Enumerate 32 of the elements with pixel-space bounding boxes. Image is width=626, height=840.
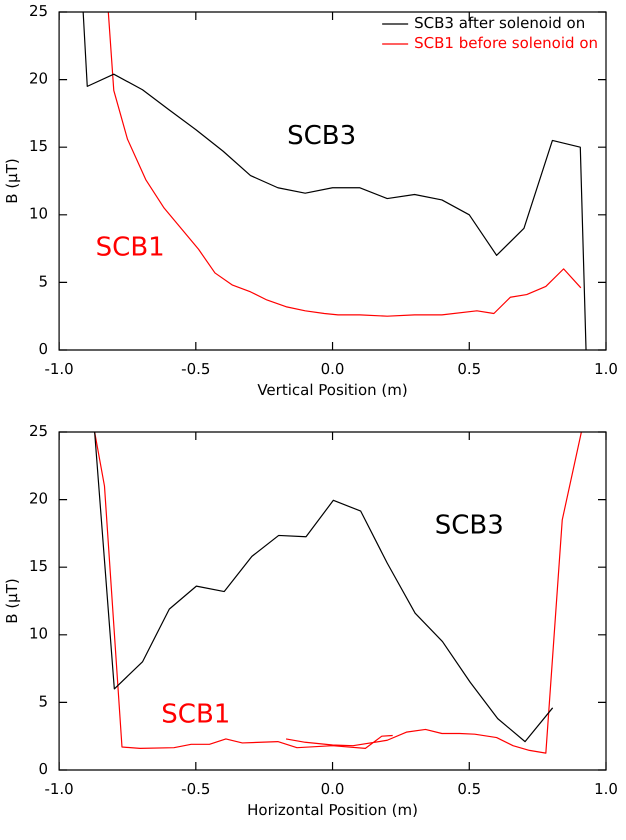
x-tick-label: 1.0	[594, 780, 618, 798]
y-tick-label: 0	[38, 760, 48, 778]
x-tick-label: 1.0	[594, 360, 618, 378]
annotation: SCB1	[96, 232, 165, 262]
x-axis-title: Horizontal Position (m)	[247, 800, 418, 819]
x-tick-label: -1.0	[44, 360, 74, 378]
y-tick-label: 15	[28, 557, 48, 576]
y-tick-label: 15	[28, 137, 48, 156]
x-tick-label: 0.0	[320, 360, 344, 378]
x-axis-title: Vertical Position (m)	[257, 380, 408, 399]
y-tick-label: 10	[28, 204, 48, 223]
y-tick-label: 25	[28, 422, 48, 440]
y-axis-title: B (μT)	[2, 158, 21, 204]
x-tick-label: -1.0	[44, 780, 74, 798]
x-tick-label: -0.5	[181, 360, 210, 378]
x-tick-label: -0.5	[181, 780, 210, 798]
annotation: SCB3	[287, 120, 356, 151]
y-tick-label: 20	[28, 69, 48, 88]
y-tick-label: 20	[28, 489, 48, 508]
x-tick-label: 0.5	[457, 780, 482, 798]
y-tick-label: 5	[38, 692, 48, 710]
legend-label: SCB3 after solenoid on	[414, 14, 586, 32]
annotation: SCB1	[161, 700, 230, 730]
annotation: SCB3	[434, 510, 504, 540]
y-tick-label: 5	[38, 272, 48, 290]
y-axis-title: B (μT)	[2, 578, 21, 624]
y-tick-label: 25	[28, 2, 48, 20]
legend-label: SCB1 before solenoid on	[414, 34, 598, 52]
x-tick-label: 0.5	[457, 360, 482, 378]
y-tick-label: 0	[38, 340, 48, 358]
y-tick-label: 10	[28, 624, 48, 643]
x-tick-label: 0.0	[320, 780, 344, 798]
